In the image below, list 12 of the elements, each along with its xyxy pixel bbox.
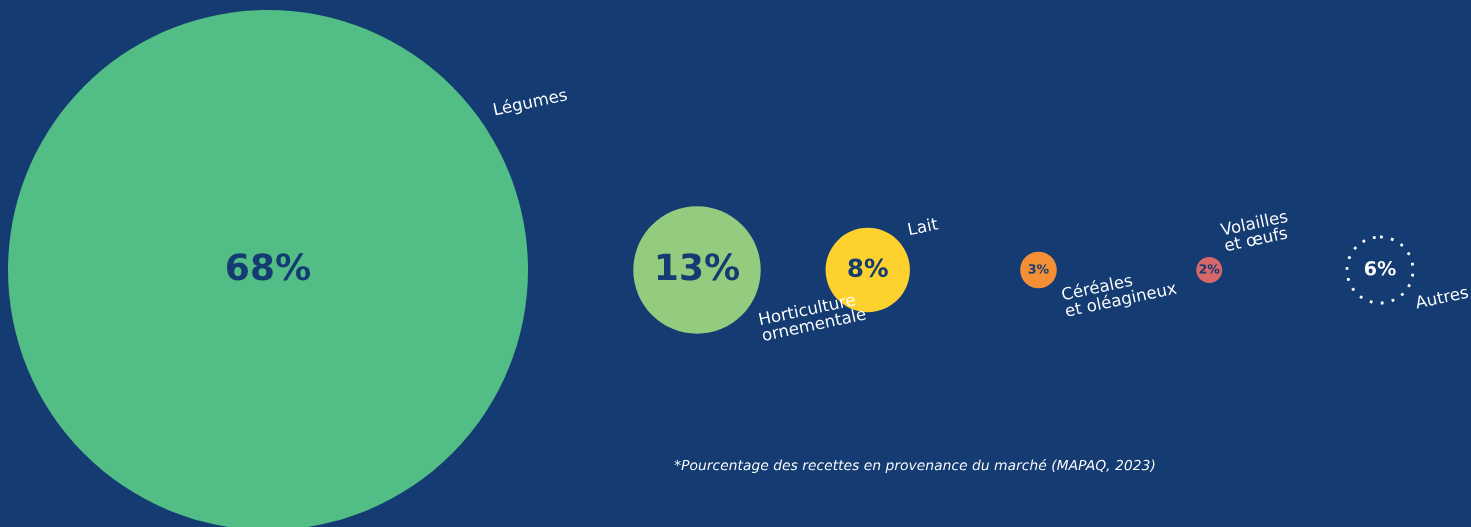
category-label: Volailles et œufs	[1219, 209, 1288, 252]
data-label: 68%	[227, 253, 311, 281]
category-label: Légumes	[493, 87, 569, 119]
category-label: Lait	[907, 216, 939, 236]
category-label: Autres	[1414, 285, 1469, 309]
data-label: 6%	[1364, 261, 1396, 276]
category-label: Céréales et oléagineux	[1060, 272, 1178, 321]
data-label: 2%	[1199, 264, 1220, 274]
data-label: 3%	[1028, 264, 1049, 274]
data-label: 8%	[848, 258, 888, 278]
data-label: 13%	[657, 253, 740, 281]
text: *Pourcentage des recettes en provenance du marché (MAPAQ, 2023)	[674, 459, 1155, 473]
